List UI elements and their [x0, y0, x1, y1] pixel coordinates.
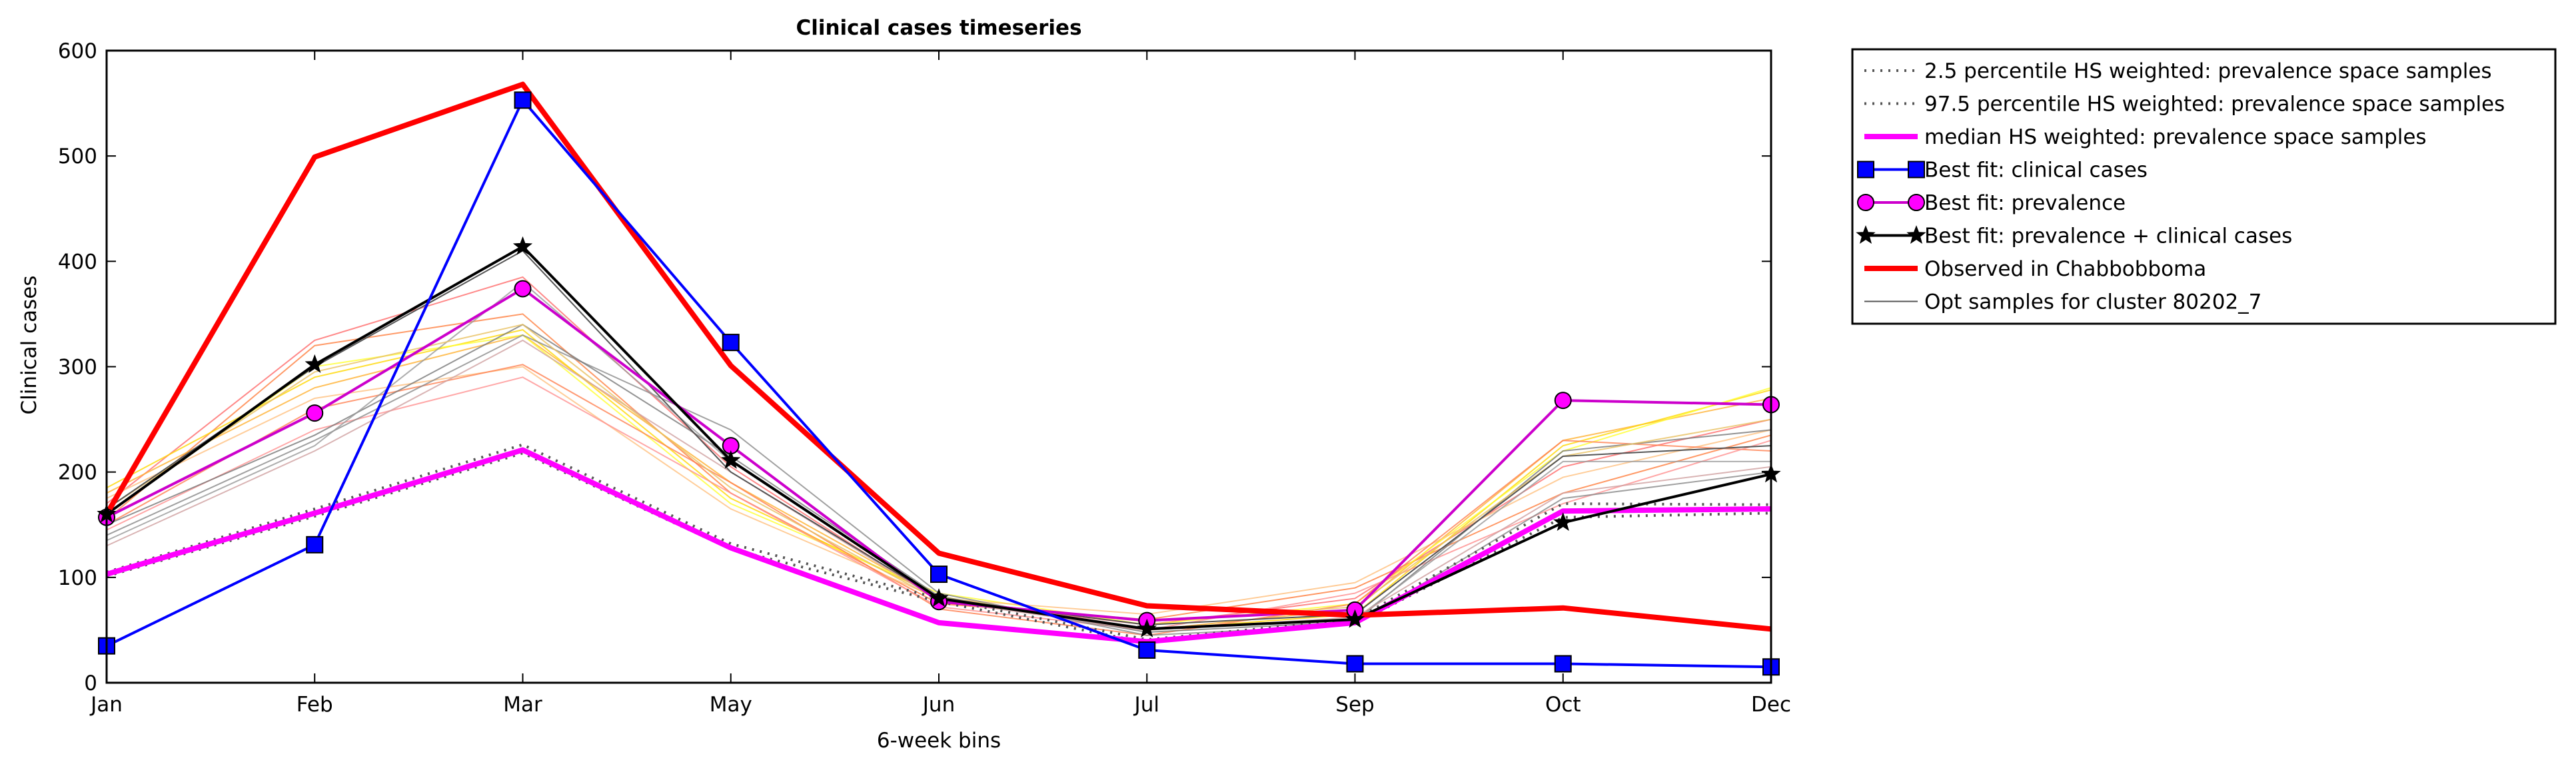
data-point-marker: [929, 588, 949, 607]
data-point-marker: [514, 280, 532, 298]
legend: 2.5 percentile HS weighted: prevalence s…: [1851, 48, 2557, 325]
series-line: [105, 447, 1772, 645]
series-line: [104, 81, 1772, 632]
legend-entry: 2.5 percentile HS weighted: prevalence s…: [1924, 59, 2492, 83]
legend-marker: [1857, 161, 1874, 179]
legend-entry: Best fit: prevalence: [1924, 191, 2126, 215]
y-axis-label: Clinical cases: [17, 275, 41, 414]
x-tick-label: Dec: [1751, 693, 1791, 717]
data-point-marker: [512, 236, 533, 255]
data-point-marker: [306, 404, 324, 422]
legend-entry: 97.5 percentile HS weighted: prevalence …: [1924, 93, 2505, 117]
y-tick-label: 600: [58, 39, 97, 63]
axis-ticks: 0 100 200 300 400 500 600 Jan Feb Mar May Jun Jul Sep…: [58, 39, 1791, 717]
data-point-marker: [514, 91, 532, 109]
x-axis-label: 6-week bins: [877, 729, 1001, 753]
legend-entry: Best fit: clinical cases: [1924, 159, 2148, 183]
data-point-marker: [1553, 512, 1573, 532]
series-line: [106, 452, 1772, 644]
legend-box: [1851, 48, 2557, 325]
chart-title: Clinical cases timeseries: [796, 16, 1081, 40]
sample-line: [106, 329, 1772, 631]
y-tick-label: 200: [58, 461, 97, 485]
y-tick-label: 500: [58, 145, 97, 169]
x-tick-label: Mar: [503, 693, 542, 717]
x-tick-label: Sep: [1335, 693, 1374, 717]
x-tick-label: Jun: [922, 693, 955, 717]
sample-line: [106, 324, 1772, 633]
y-tick-label: 400: [58, 250, 97, 274]
series-markers: [97, 91, 1781, 676]
data-point-marker: [1138, 641, 1156, 659]
legend-entry: Best fit: prevalence + clinical cases: [1924, 224, 2292, 248]
x-tick-label: Feb: [297, 693, 333, 717]
x-tick-label: Jul: [1133, 693, 1159, 717]
x-tick-label: Oct: [1545, 693, 1581, 717]
legend-entry: median HS weighted: prevalence space sam…: [1924, 125, 2427, 149]
data-point-marker: [722, 334, 740, 352]
legend-marker: [1857, 194, 1874, 211]
legend-marker: [1908, 194, 1925, 211]
legend-marker: [1906, 225, 1926, 244]
data-point-marker: [1345, 609, 1365, 628]
x-tick-label: Jan: [89, 693, 123, 717]
legend-entry: Observed in Chabbobboma: [1924, 257, 2206, 281]
data-point-marker: [721, 450, 741, 469]
data-point-marker: [1554, 392, 1572, 410]
data-point-marker: [305, 354, 324, 373]
legend-marker: [1908, 161, 1925, 179]
y-tick-label: 300: [58, 356, 97, 380]
data-point-marker: [930, 566, 948, 583]
data-point-marker: [1137, 618, 1157, 637]
x-tick-label: May: [710, 693, 752, 717]
legend-marker: [1856, 225, 1876, 244]
data-point-marker: [306, 536, 324, 554]
legend-entry: Opt samples for cluster 80202_7: [1924, 290, 2261, 314]
y-tick-label: 0: [84, 671, 97, 695]
data-point-marker: [1346, 655, 1364, 673]
data-point-marker: [1554, 655, 1572, 673]
sample-line: [106, 334, 1772, 631]
plot-frame: [105, 49, 1772, 684]
y-tick-label: 100: [58, 566, 97, 590]
